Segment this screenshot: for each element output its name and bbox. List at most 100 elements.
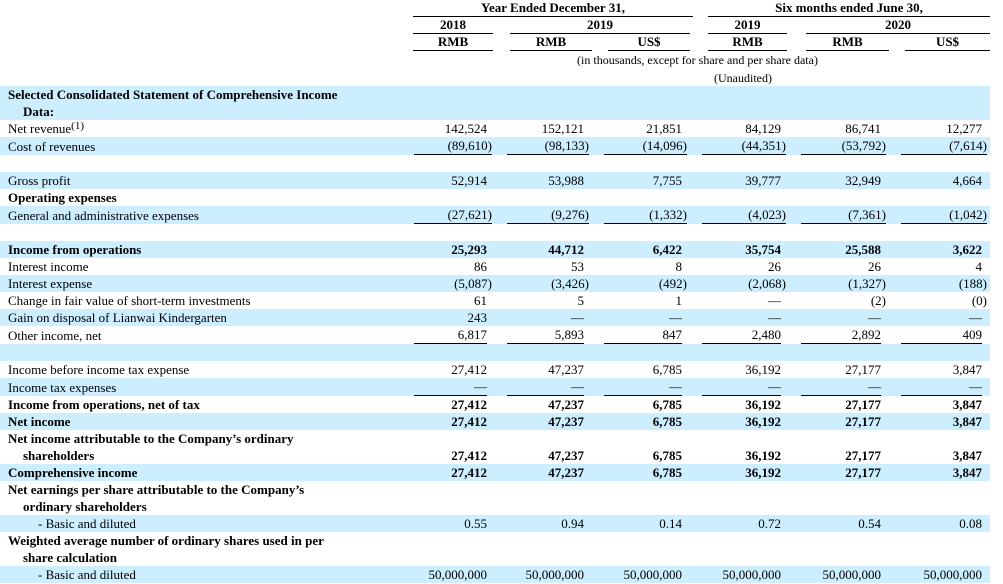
currency-header: RMB <box>510 34 592 51</box>
label-line: - Basic and diluted <box>38 567 136 582</box>
value: (1,332) <box>604 206 687 224</box>
value-cell: 52,914 <box>400 172 493 189</box>
value-cell: (89,610) <box>400 137 493 155</box>
year-header: 2019 <box>510 17 690 34</box>
table-row: Weighted average number of ordinary shar… <box>0 532 990 566</box>
label-line: Selected Consolidated Statement of Compr… <box>8 87 338 102</box>
value: 52,914 <box>451 173 487 188</box>
row-label: Comprehensive income <box>0 464 400 481</box>
value-cell: 142,524 <box>400 120 493 137</box>
table-row: Comprehensive income 27,412 47,237 6,785 36,… <box>0 464 990 481</box>
value: (0) <box>971 293 987 308</box>
value-cell: (9,276) <box>493 206 590 224</box>
value: 50,000,000 <box>428 567 488 582</box>
value-cell: 84,129 <box>688 120 787 137</box>
value-cell: 847 <box>590 326 688 344</box>
value-cell: 50,000,000 <box>493 566 590 583</box>
table-row: Net income 27,412 47,237 6,785 36,192 27,177 3… <box>0 413 990 430</box>
value: (4,023) <box>702 206 786 224</box>
value-cell: (1,332) <box>590 206 688 224</box>
value-cell: (1,042) <box>887 206 988 224</box>
value: (1,327) <box>848 276 886 291</box>
value-cell: (188) <box>887 275 988 292</box>
value: (7,614) <box>901 137 987 155</box>
value-cell: 0.94 <box>493 515 590 532</box>
value: 4 <box>975 259 983 274</box>
value-cell: 25,588 <box>787 241 887 258</box>
value-cell: 6,422 <box>590 241 688 258</box>
table-row: Change in fair value of short-term inves… <box>0 292 990 309</box>
value-cell: 27,177 <box>787 396 887 413</box>
value-cell: 25,293 <box>400 241 493 258</box>
value-cell: 36,192 <box>688 396 787 413</box>
value: — <box>669 310 682 325</box>
value-cell: 2,480 <box>688 326 787 344</box>
value: 47,237 <box>548 414 584 429</box>
value-cell: (3,426) <box>493 275 590 292</box>
value-cell: 4,664 <box>887 172 988 189</box>
table-row: Net income attributable to the Company’s… <box>0 430 990 464</box>
value-cell: 6,785 <box>590 396 688 413</box>
value: 27,177 <box>845 448 881 463</box>
value-cell: 53 <box>493 258 590 275</box>
value-cell: 39,777 <box>688 172 787 189</box>
value-cell: 47,237 <box>493 464 590 481</box>
value: (5,087) <box>454 276 492 291</box>
value: 35,754 <box>745 242 781 257</box>
currency-header: US$ <box>608 34 690 51</box>
row-label: Operating expenses <box>0 189 400 206</box>
value-cell: — <box>493 309 590 326</box>
table-row: General and administrative expenses (27,6… <box>0 206 990 224</box>
value-cell: 12,277 <box>887 120 988 137</box>
value-cell: 26 <box>787 258 887 275</box>
value: 50,000,000 <box>623 567 683 582</box>
table-row: Income tax expenses — — — — — — <box>0 378 990 396</box>
value-cell: — <box>688 309 787 326</box>
row-label: - Basic and diluted <box>0 566 400 583</box>
value: 25,588 <box>845 242 881 257</box>
value: 27,412 <box>451 465 487 480</box>
value: 243 <box>467 310 488 325</box>
row-label: Other income, net <box>0 327 400 344</box>
value-cell: 3,847 <box>887 413 988 430</box>
value: 6,422 <box>652 242 682 257</box>
value: 47,237 <box>548 397 584 412</box>
value-cell: 27,412 <box>400 396 493 413</box>
value-cell: (1,327) <box>787 275 887 292</box>
value-cell: 36,192 <box>688 413 787 430</box>
row-label: Income tax expenses <box>0 379 400 396</box>
value: 36,192 <box>745 465 781 480</box>
value: (3,426) <box>551 276 589 291</box>
value: 36,192 <box>745 448 781 463</box>
value: — <box>969 310 982 325</box>
value: 53,988 <box>548 173 584 188</box>
value-cell: 44,712 <box>493 241 590 258</box>
value-cell: 6,785 <box>590 447 688 464</box>
value: (188) <box>958 276 987 291</box>
year-header: 2018 <box>413 17 493 34</box>
value: 86 <box>474 259 487 274</box>
value: (14,096) <box>604 137 687 155</box>
blank-row <box>0 344 990 361</box>
value-cell: 47,237 <box>493 447 590 464</box>
table-row: Other income, net 6,817 5,893 847 2,480 2,892… <box>0 326 990 344</box>
value-cell: 36,192 <box>688 447 787 464</box>
value-cell: 36,192 <box>688 361 787 378</box>
value: 2,892 <box>801 326 881 344</box>
value: — <box>414 378 487 396</box>
value-cell: 27,412 <box>400 413 493 430</box>
value-cell: 243 <box>400 309 493 326</box>
value: 0.72 <box>758 516 781 531</box>
label-line: Comprehensive income <box>8 465 138 480</box>
value: 50,000,000 <box>525 567 585 582</box>
currency-header: RMB <box>413 34 493 51</box>
value: 5 <box>577 293 585 308</box>
value-cell: 3,622 <box>887 241 988 258</box>
value-cell: — <box>787 309 887 326</box>
value-cell: 50,000,000 <box>787 566 887 583</box>
value: 26 <box>768 259 781 274</box>
value: 47,237 <box>548 362 584 377</box>
value-cell: 27,412 <box>400 447 493 464</box>
value: 47,237 <box>548 448 584 463</box>
